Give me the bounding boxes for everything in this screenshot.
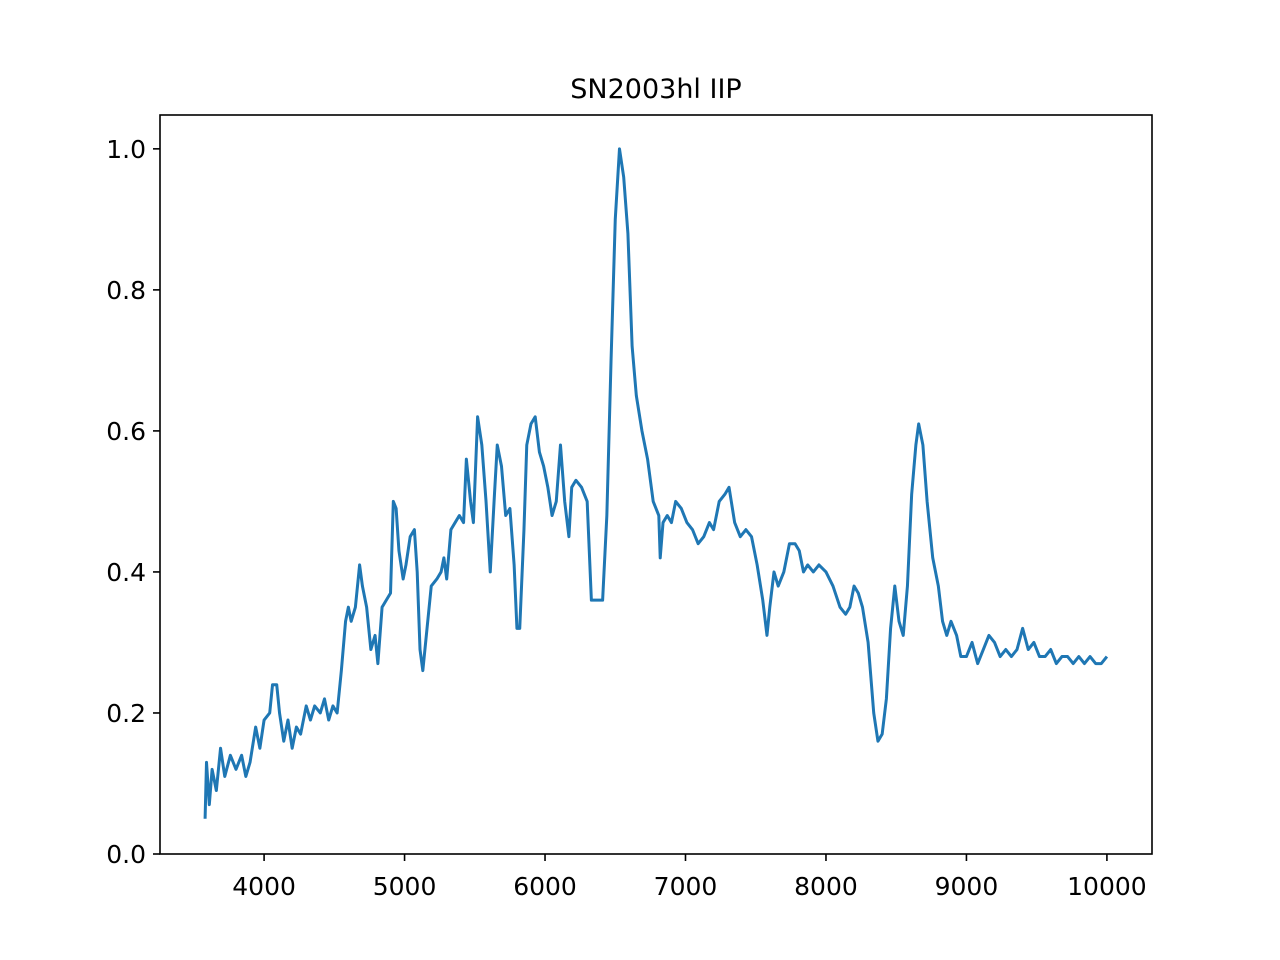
x-tick-label: 7000 xyxy=(654,872,718,901)
y-tick-label: 0.0 xyxy=(106,840,146,869)
x-tick-label: 4000 xyxy=(232,872,296,901)
x-tick-label: 6000 xyxy=(513,872,577,901)
data-line xyxy=(203,147,1109,819)
x-tick-label: 5000 xyxy=(373,872,437,901)
y-tick-label: 0.8 xyxy=(106,276,146,305)
x-tick-label: 10000 xyxy=(1067,872,1147,901)
plot-frame xyxy=(159,114,1153,855)
x-tick-label: 8000 xyxy=(794,872,858,901)
y-tick-label: 0.6 xyxy=(106,417,146,446)
y-tick-label: 0.4 xyxy=(106,558,146,587)
x-tick-label: 9000 xyxy=(935,872,999,901)
y-tick-label: 0.2 xyxy=(106,699,146,728)
y-tick-label: 1.0 xyxy=(106,135,146,164)
chart-title: SN2003hl IIP xyxy=(570,74,741,105)
